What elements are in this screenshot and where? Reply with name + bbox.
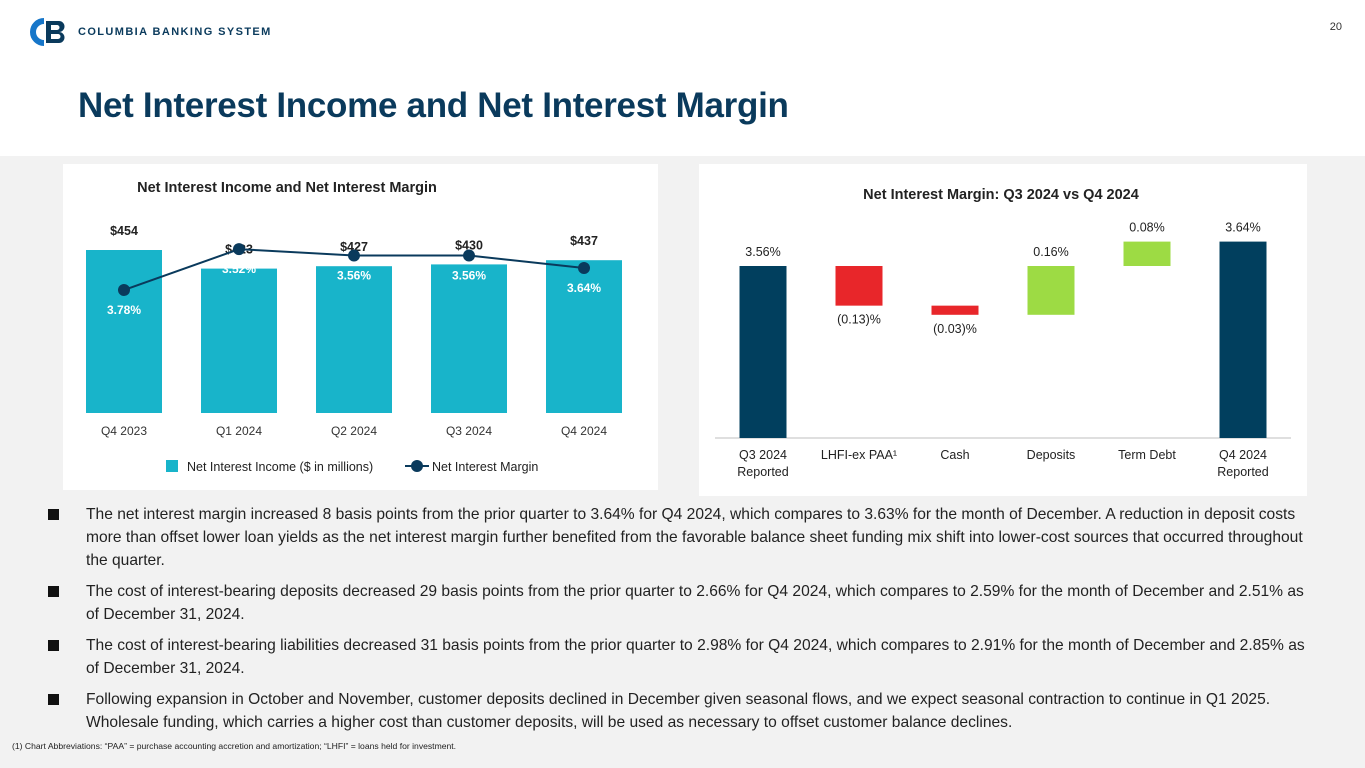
bullet-item: The net interest margin increased 8 basi… xyxy=(48,503,1313,572)
waterfall-value-label: (0.03)% xyxy=(933,322,977,336)
bullet-text: The cost of interest-bearing deposits de… xyxy=(86,583,1304,623)
legend-marker-icon xyxy=(411,460,423,472)
bullet-item: Following expansion in October and Novem… xyxy=(48,688,1313,734)
x-tick-label: Term Debt xyxy=(1118,448,1176,462)
waterfall-bar xyxy=(1219,241,1267,438)
waterfall-bar xyxy=(835,266,883,306)
bullet-text: The cost of interest-bearing liabilities… xyxy=(86,637,1305,677)
nim-point xyxy=(463,249,475,262)
waterfall-bar xyxy=(1027,266,1075,315)
nii-value-label: $427 xyxy=(340,240,368,254)
x-tick-label: Reported xyxy=(737,465,788,479)
waterfall-value-label: 3.64% xyxy=(1225,221,1260,235)
waterfall-value-label: 3.56% xyxy=(745,245,780,259)
nim-point xyxy=(348,249,360,262)
x-tick-label: Q3 2024 xyxy=(739,448,787,462)
nii-chart-panel: Net Interest Income and Net Interest Mar… xyxy=(63,164,658,490)
nii-bar xyxy=(546,260,622,413)
x-tick-label: Cash xyxy=(940,448,969,462)
page-number: 20 xyxy=(1329,21,1342,33)
x-tick-label: Q4 2024 xyxy=(1219,448,1267,462)
nii-bar xyxy=(431,264,507,413)
legend-bar-swatch xyxy=(166,460,178,472)
nii-bar xyxy=(201,268,277,413)
footnote: (1) Chart Abbreviations: “PAA” = purchas… xyxy=(12,741,457,751)
waterfall-value-label: (0.13)% xyxy=(837,313,881,327)
nim-waterfall-panel: Net Interest Margin: Q3 2024 vs Q4 2024 3… xyxy=(699,164,1307,496)
waterfall-value-label: 0.08% xyxy=(1129,221,1164,235)
square-bullet-icon xyxy=(48,640,59,651)
chart-title: Net Interest Income and Net Interest Mar… xyxy=(137,180,437,196)
bullet-list: The net interest margin increased 8 basi… xyxy=(48,503,1313,742)
waterfall-bar xyxy=(739,266,787,438)
nim-point xyxy=(233,243,245,256)
nim-value-label: 3.78% xyxy=(107,303,141,317)
bullet-item: The cost of interest-bearing deposits de… xyxy=(48,580,1313,626)
header-band xyxy=(0,0,1365,156)
nim-point xyxy=(578,262,590,275)
x-tick-label: Q4 2023 xyxy=(101,424,147,438)
x-tick-label: Q4 2024 xyxy=(561,424,607,438)
nii-bar xyxy=(316,266,392,413)
bullet-text: The net interest margin increased 8 basi… xyxy=(86,506,1303,569)
nim-value-label: 3.64% xyxy=(567,281,601,295)
nii-bar xyxy=(86,250,162,413)
waterfall-value-label: 0.16% xyxy=(1033,245,1068,259)
chart-title: Net Interest Margin: Q3 2024 vs Q4 2024 xyxy=(863,187,1139,203)
nii-value-label: $454 xyxy=(110,224,138,238)
bullet-text: Following expansion in October and Novem… xyxy=(86,691,1271,731)
legend-label: Net Interest Income ($ in millions) xyxy=(187,460,373,474)
waterfall-bar xyxy=(1123,241,1171,266)
legend-label: Net Interest Margin xyxy=(432,460,538,474)
x-tick-label: Q3 2024 xyxy=(446,424,492,438)
square-bullet-icon xyxy=(48,586,59,597)
square-bullet-icon xyxy=(48,694,59,705)
waterfall-bar xyxy=(931,305,979,315)
nii-value-label: $430 xyxy=(455,238,483,252)
nim-point xyxy=(118,284,130,296)
x-tick-label: Q1 2024 xyxy=(216,424,262,438)
nim-value-label: 3.56% xyxy=(452,268,486,282)
nii-nim-chart: Net Interest Income and Net Interest Mar… xyxy=(86,180,622,474)
x-tick-label: Q2 2024 xyxy=(331,424,377,438)
x-tick-label: LHFI-ex PAA¹ xyxy=(821,448,897,462)
x-tick-label: Deposits xyxy=(1027,448,1076,462)
company-name: COLUMBIA BANKING SYSTEM xyxy=(78,26,272,38)
nim-value-label: 3.52% xyxy=(222,262,256,276)
square-bullet-icon xyxy=(48,509,59,520)
company-logo[interactable]: COLUMBIA BANKING SYSTEM xyxy=(26,17,272,47)
bullet-item: The cost of interest-bearing liabilities… xyxy=(48,634,1313,680)
nim-waterfall-chart: Net Interest Margin: Q3 2024 vs Q4 2024 3… xyxy=(715,187,1291,479)
page-title: Net Interest Income and Net Interest Mar… xyxy=(78,86,789,125)
cb-logo-icon xyxy=(30,18,65,46)
nii-value-label: $437 xyxy=(570,234,598,248)
nim-value-label: 3.56% xyxy=(337,268,371,282)
x-tick-label: Reported xyxy=(1217,465,1268,479)
